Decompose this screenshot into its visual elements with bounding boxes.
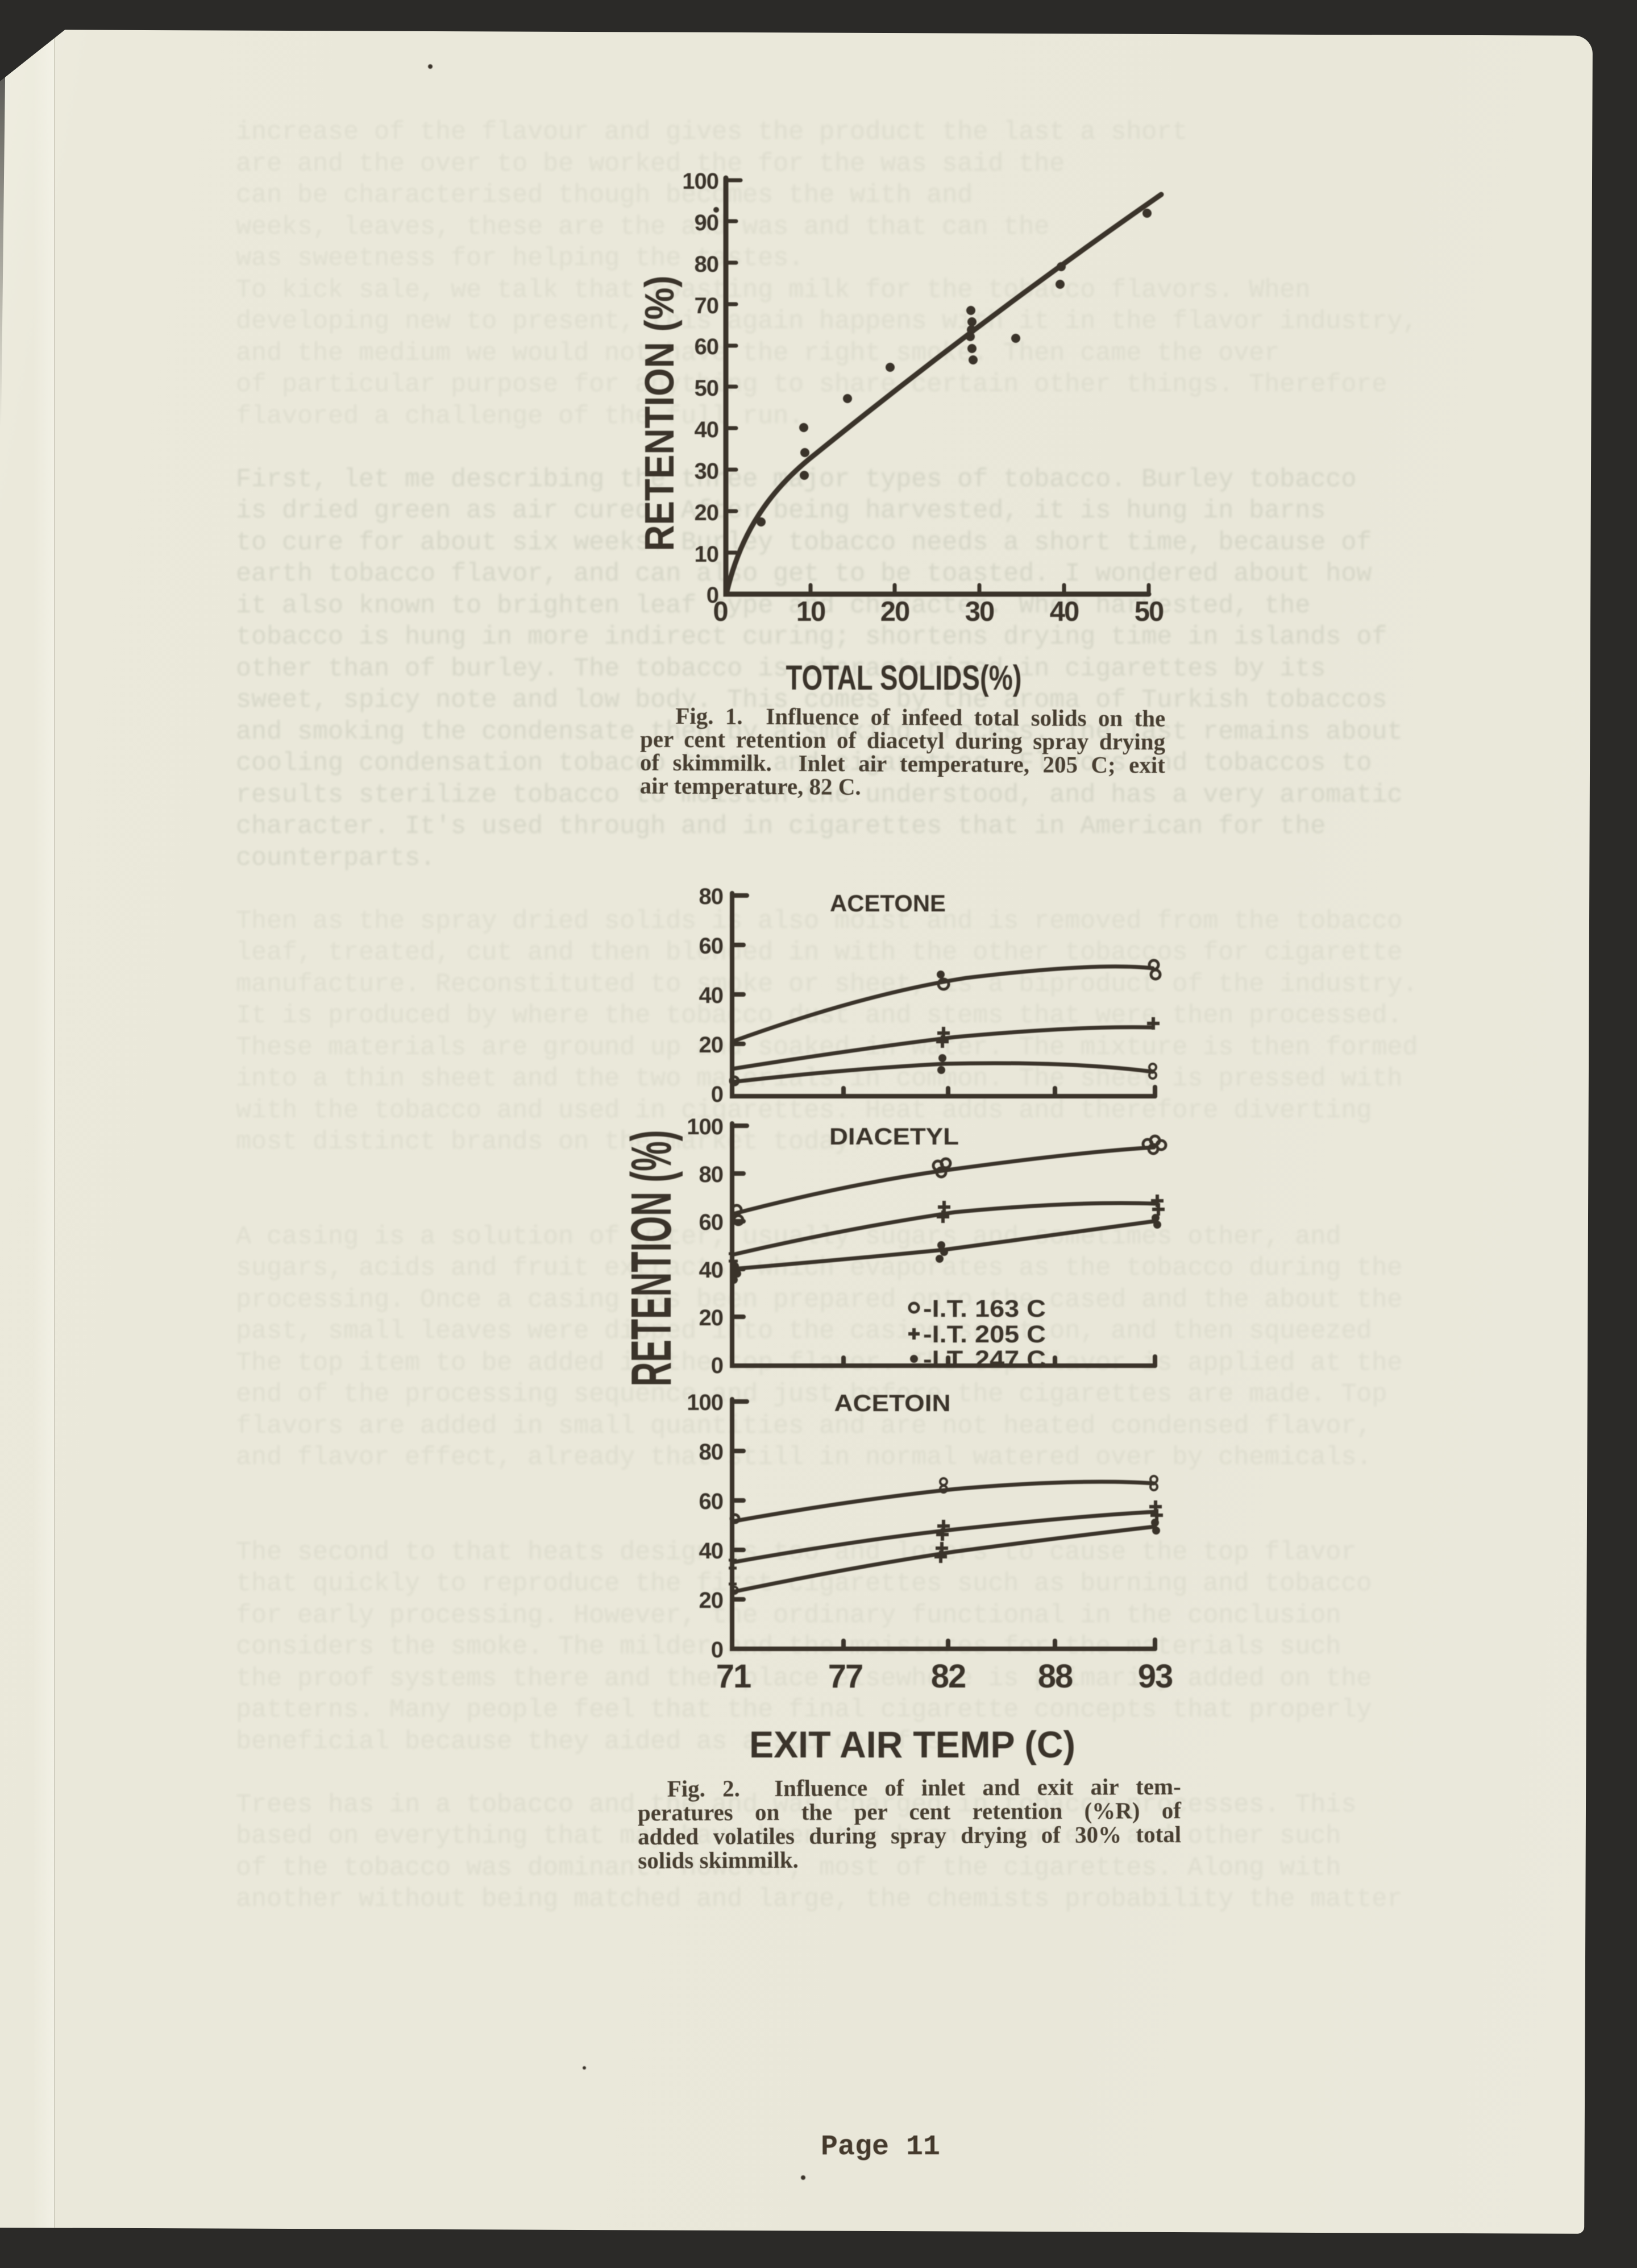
svg-text:93: 93 xyxy=(1138,1658,1173,1695)
svg-text:100: 100 xyxy=(682,169,718,194)
svg-text:DIACETYL: DIACETYL xyxy=(829,1123,959,1150)
svg-text:70: 70 xyxy=(695,293,719,318)
svg-text:0: 0 xyxy=(711,1082,723,1107)
svg-text:RETENTION (%): RETENTION (%) xyxy=(620,1130,683,1387)
svg-text:0: 0 xyxy=(711,1353,723,1378)
svg-text:20: 20 xyxy=(699,1305,724,1330)
svg-text:71: 71 xyxy=(716,1658,751,1695)
svg-text:RETENTION (%): RETENTION (%) xyxy=(637,276,683,552)
svg-text:100: 100 xyxy=(687,1390,723,1415)
svg-text:90: 90 xyxy=(695,210,719,235)
svg-text:60: 60 xyxy=(695,334,719,359)
svg-text:ACETOIN: ACETOIN xyxy=(834,1390,951,1416)
svg-text:TOTAL SOLIDS(%): TOTAL SOLIDS(%) xyxy=(786,658,1022,697)
svg-text:60: 60 xyxy=(699,934,724,959)
svg-text:-I.T. 205 C: -I.T. 205 C xyxy=(923,1321,1046,1348)
svg-text:0: 0 xyxy=(711,1637,723,1662)
svg-text:20: 20 xyxy=(699,1588,724,1613)
svg-text:50: 50 xyxy=(695,376,719,401)
svg-text:0: 0 xyxy=(713,596,728,627)
svg-text:80: 80 xyxy=(695,252,719,277)
svg-text:0: 0 xyxy=(707,583,718,608)
svg-text:40: 40 xyxy=(695,417,719,442)
svg-text:77: 77 xyxy=(828,1658,863,1695)
svg-text:60: 60 xyxy=(699,1489,724,1514)
svg-text:10: 10 xyxy=(695,542,719,567)
svg-text:ACETONE: ACETONE xyxy=(830,890,946,917)
svg-text:82: 82 xyxy=(931,1658,966,1695)
svg-text:10: 10 xyxy=(796,596,825,627)
svg-text:-I.T. 247 C: -I.T. 247 C xyxy=(923,1346,1046,1373)
svg-text:88: 88 xyxy=(1038,1658,1073,1695)
svg-text:30: 30 xyxy=(695,459,719,484)
svg-text:100: 100 xyxy=(687,1114,723,1139)
svg-text:40: 40 xyxy=(699,1539,724,1564)
svg-text:50: 50 xyxy=(1135,596,1164,627)
svg-text:EXIT AIR TEMP (C): EXIT AIR TEMP (C) xyxy=(749,1723,1075,1765)
svg-text:40: 40 xyxy=(699,1258,724,1283)
svg-text:80: 80 xyxy=(699,884,724,909)
svg-text:60: 60 xyxy=(699,1210,724,1235)
svg-text:20: 20 xyxy=(699,1033,724,1058)
svg-text:-I.T. 163 C: -I.T. 163 C xyxy=(923,1295,1046,1322)
svg-text:20: 20 xyxy=(695,500,719,525)
svg-text:40: 40 xyxy=(699,983,724,1008)
svg-text:20: 20 xyxy=(880,596,909,627)
svg-text:80: 80 xyxy=(699,1162,724,1187)
svg-text:30: 30 xyxy=(965,596,994,627)
svg-text:40: 40 xyxy=(1050,596,1079,627)
svg-text:80: 80 xyxy=(699,1440,724,1465)
